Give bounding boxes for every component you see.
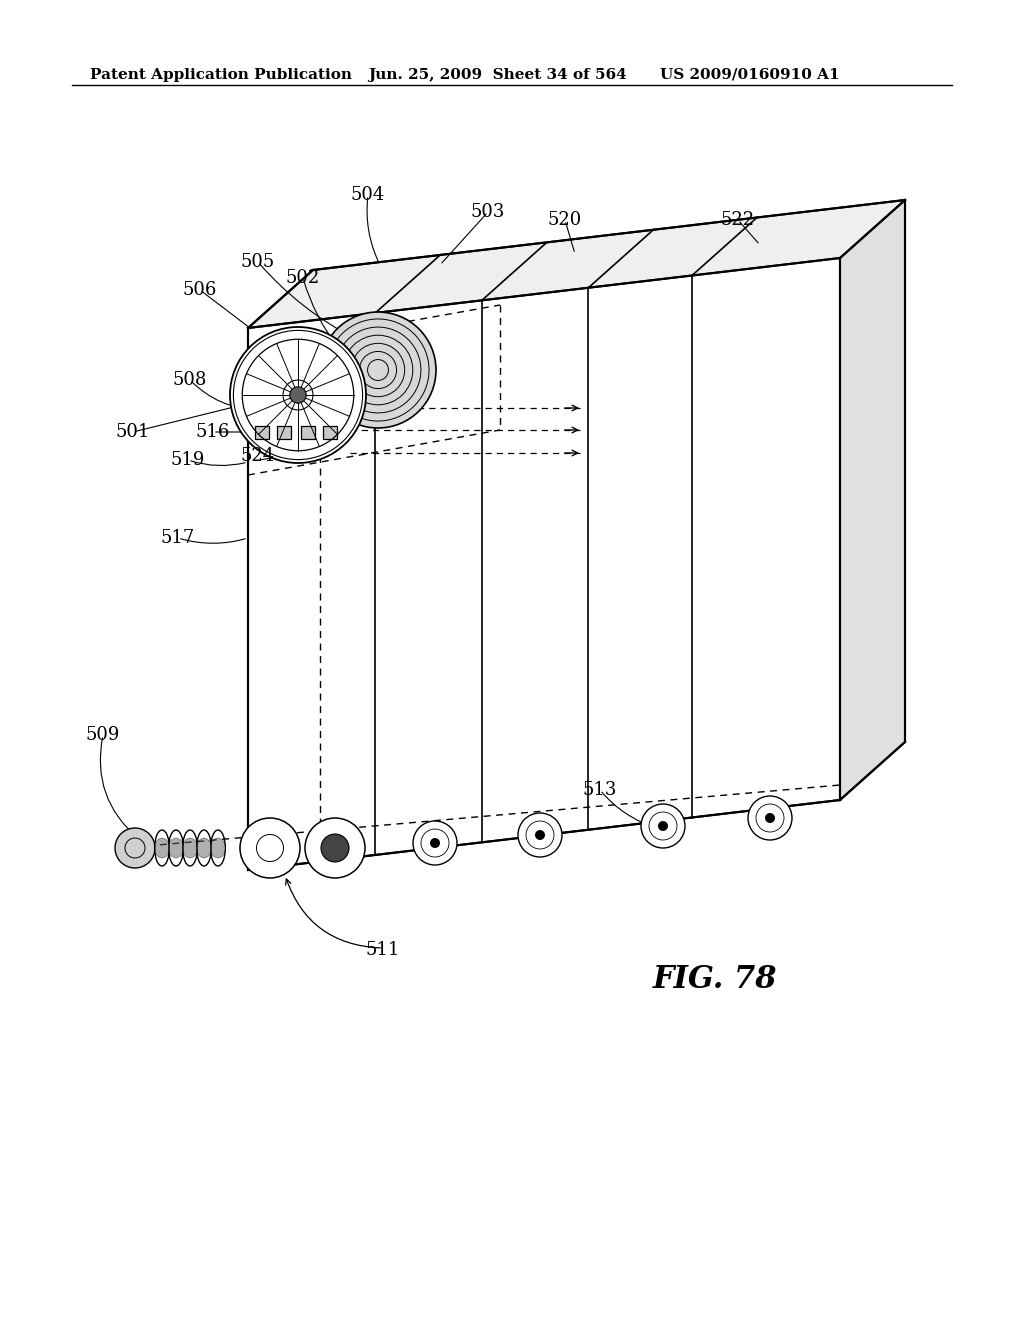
Circle shape (240, 818, 300, 878)
Ellipse shape (211, 838, 225, 858)
Ellipse shape (155, 838, 169, 858)
Text: 501: 501 (116, 422, 151, 441)
Text: 508: 508 (173, 371, 207, 389)
Circle shape (535, 830, 545, 840)
Circle shape (430, 838, 440, 847)
Text: 522: 522 (721, 211, 755, 228)
Text: 520: 520 (548, 211, 582, 228)
Circle shape (321, 834, 349, 862)
Circle shape (413, 821, 457, 865)
Circle shape (518, 813, 562, 857)
Text: 509: 509 (86, 726, 120, 744)
Circle shape (115, 828, 155, 869)
Text: 504: 504 (351, 186, 385, 205)
Text: 511: 511 (366, 941, 400, 960)
Bar (278, 425, 291, 438)
Circle shape (765, 813, 775, 822)
Text: 517: 517 (161, 529, 196, 546)
Circle shape (305, 818, 365, 878)
Text: 506: 506 (183, 281, 217, 300)
Text: 503: 503 (471, 203, 505, 220)
Circle shape (748, 796, 792, 840)
Circle shape (658, 821, 668, 832)
Text: US 2009/0160910 A1: US 2009/0160910 A1 (660, 69, 840, 82)
Polygon shape (248, 257, 840, 870)
Circle shape (641, 804, 685, 847)
Text: Patent Application Publication: Patent Application Publication (90, 69, 352, 82)
Text: FIG. 78: FIG. 78 (652, 965, 777, 995)
Text: 524: 524 (241, 447, 275, 465)
Circle shape (290, 387, 306, 403)
Polygon shape (248, 201, 905, 327)
Circle shape (319, 312, 436, 428)
Ellipse shape (182, 838, 198, 858)
Polygon shape (840, 201, 905, 800)
Text: 513: 513 (583, 781, 617, 799)
Text: 519: 519 (171, 451, 205, 469)
Ellipse shape (197, 838, 211, 858)
Text: 516: 516 (196, 422, 230, 441)
Circle shape (230, 327, 366, 463)
Bar (323, 425, 337, 438)
Bar (301, 425, 315, 438)
Ellipse shape (169, 838, 183, 858)
Bar (255, 425, 269, 438)
Text: Jun. 25, 2009  Sheet 34 of 564: Jun. 25, 2009 Sheet 34 of 564 (368, 69, 627, 82)
Text: 502: 502 (286, 269, 321, 286)
Text: 505: 505 (241, 253, 275, 271)
